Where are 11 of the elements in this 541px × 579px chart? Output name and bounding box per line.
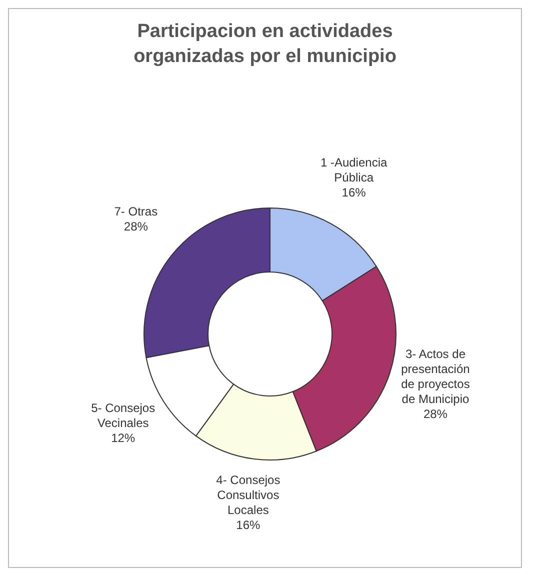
slice-label: 1 -Audiencia Pública [320,156,388,185]
chart-title: Participacion en actividades organizadas por el municipio [132,20,398,69]
data-label: 16% [236,518,261,532]
data-label: 28% [423,406,448,421]
slice-label: 7- Otras [114,204,158,219]
slice-label: 4- Consejos Consultivos Locales [216,473,280,518]
data-label: 12% [111,431,136,446]
slice-label: 3- Actos de presentación de proyectos de Municipio [401,346,470,406]
data-label: 16% [342,186,366,200]
data-label: 28% [124,220,148,234]
slice-label: 5- Consejos Vecinales [91,401,156,430]
